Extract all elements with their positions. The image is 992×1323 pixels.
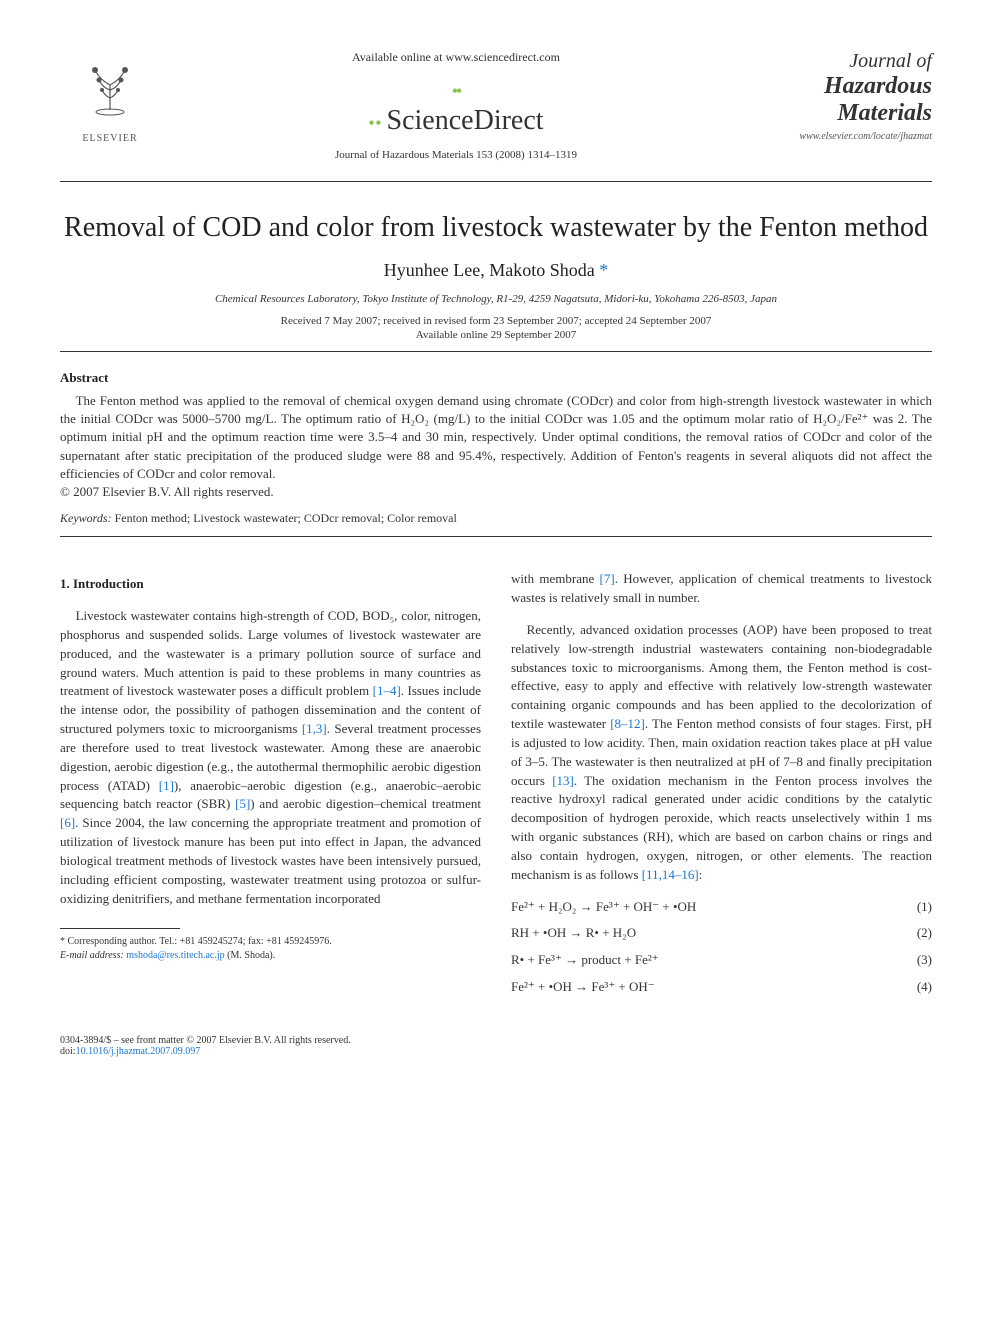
elsevier-tree-icon [60,50,160,129]
authors-text: Hyunhee Lee, Makoto Shoda [384,260,595,280]
eq1-body: Fe²⁺ + H₂O₂ → Fe³⁺ + OH⁻ + •OH [511,898,696,917]
intro-p1f: . Since 2004, the law concerning the app… [60,815,481,905]
sciencedirect-text: ScienceDirect [387,105,544,136]
abstract-heading: Abstract [60,370,932,386]
abstract-copyright: © 2007 Elsevier B.V. All rights reserved… [60,484,274,499]
elsevier-label: ELSEVIER [60,133,160,144]
journal-citation: Journal of Hazardous Materials 153 (2008… [160,149,752,161]
intro-col2-p2: Recently, advanced oxidation processes (… [511,621,932,885]
footnote-tail: (M. Shoda). [225,950,276,961]
ref-link-8[interactable]: [13] [552,773,574,788]
footnote-email-label: E-mail address: [60,950,124,961]
eq1-num: (1) [917,898,932,917]
affiliation: Chemical Resources Laboratory, Tokyo Ins… [60,293,932,305]
dates-online: Available online 29 September 2007 [60,329,932,341]
intro-c2-p1a: with membrane [511,571,600,586]
ref-link-9[interactable]: [11,14–16] [642,867,699,882]
intro-c2-p2c: . The oxidation mechanism in the Fenton … [511,773,932,882]
footnote-rule [60,928,180,929]
sciencedirect-logo: ••• • ScienceDirect [160,73,752,137]
ref-link-5[interactable]: [6] [60,815,75,830]
intro-heading: 1. Introduction [60,575,481,594]
column-right: with membrane [7]. However, application … [511,557,932,1005]
equation-3: R• + Fe³⁺ → product + Fe²⁺ (3) [511,951,932,970]
dates-received: Received 7 May 2007; received in revised… [60,315,932,327]
footnote-line1: * Corresponding author. Tel.: +81 459245… [60,935,481,949]
bottom-line1: 0304-3894/$ – see front matter © 2007 El… [60,1035,351,1046]
page: ELSEVIER Available online at www.science… [0,0,992,1107]
journal-logo-block: Journal of Hazardous Materials www.elsev… [752,50,932,142]
ref-link-2[interactable]: [1,3] [302,721,327,736]
abstract-body: The Fenton method was applied to the rem… [60,393,932,481]
divider-mid1 [60,351,932,352]
ref-link-7[interactable]: [8–12] [610,716,645,731]
eq3-num: (3) [917,951,932,970]
equation-4: Fe²⁺ + •OH → Fe³⁺ + OH⁻ (4) [511,978,932,997]
equation-2: RH + •OH → R• + H₂O (2) [511,924,932,943]
intro-col2-p1: with membrane [7]. However, application … [511,570,932,608]
journal-name-line3: Materials [752,100,932,127]
column-left: 1. Introduction Livestock wastewater con… [60,557,481,1005]
header-row: ELSEVIER Available online at www.science… [60,50,932,161]
footnote: * Corresponding author. Tel.: +81 459245… [60,935,481,963]
eq2-body: RH + •OH → R• + H₂O [511,924,636,943]
keywords-label: Keywords: [60,511,112,525]
eq2-num: (2) [917,924,932,943]
authors: Hyunhee Lee, Makoto Shoda * [60,260,932,281]
article-title: Removal of COD and color from livestock … [60,212,932,244]
equation-1: Fe²⁺ + H₂O₂ → Fe³⁺ + OH⁻ + •OH (1) [511,898,932,917]
keywords-text: Fenton method; Livestock wastewater; COD… [115,511,457,525]
journal-url: www.elsevier.com/locate/jhazmat [752,131,932,142]
intro-p1e: ) and aerobic digestion–chemical treatme… [250,796,481,811]
ref-link-4[interactable]: [5] [235,796,250,811]
doi-link[interactable]: 10.1016/j.jhazmat.2007.09.097 [76,1046,201,1057]
body-columns: 1. Introduction Livestock wastewater con… [60,557,932,1005]
header-center: Available online at www.sciencedirect.co… [160,50,752,161]
keywords: Keywords: Fenton method; Livestock waste… [60,511,932,526]
available-online-text: Available online at www.sciencedirect.co… [160,50,752,65]
abstract-text: The Fenton method was applied to the rem… [60,392,932,501]
divider-mid2 [60,536,932,537]
intro-para1: Livestock wastewater contains high-stren… [60,607,481,909]
footnote-email[interactable]: mshoda@res.titech.ac.jp [126,950,224,961]
intro-c2-p2a: Recently, advanced oxidation processes (… [511,622,932,731]
footnote-line2: E-mail address: mshoda@res.titech.ac.jp … [60,949,481,963]
ref-link-6[interactable]: [7] [600,571,615,586]
corresponding-mark: * [599,260,608,280]
eq3-body: R• + Fe³⁺ → product + Fe²⁺ [511,951,659,970]
ref-link-1[interactable]: [1–4] [373,683,401,698]
elsevier-logo-block: ELSEVIER [60,50,160,144]
doi-label: doi: [60,1046,76,1057]
divider-top [60,181,932,182]
bottom-copyright: 0304-3894/$ – see front matter © 2007 El… [60,1035,932,1057]
journal-name-line2: Hazardous [752,73,932,100]
intro-c2-p2d: : [699,867,703,882]
ref-link-3[interactable]: [1] [159,778,174,793]
eq4-num: (4) [917,978,932,997]
eq4-body: Fe²⁺ + •OH → Fe³⁺ + OH⁻ [511,978,655,997]
journal-name-line1: Journal of [752,50,932,73]
